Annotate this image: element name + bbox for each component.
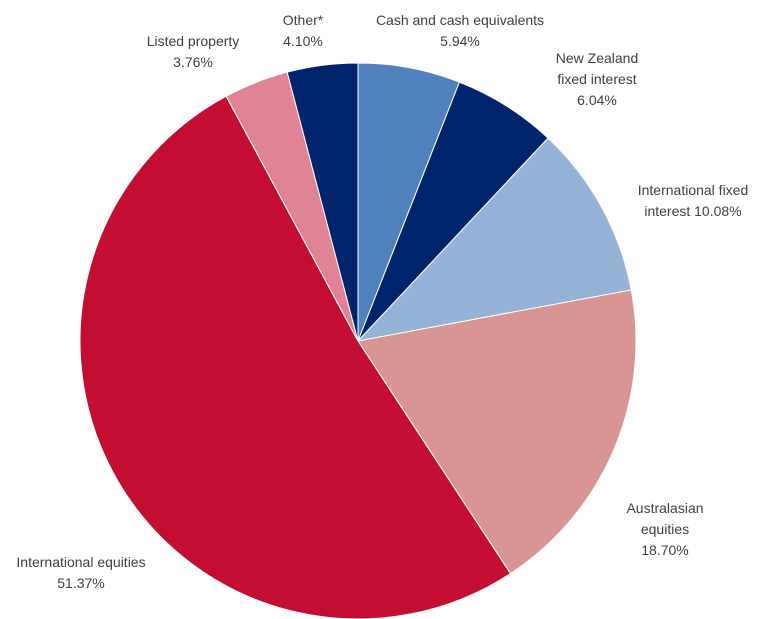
- pie-slice-international-fixed-interest: [357, 137, 632, 342]
- slice-label-line: 51.37%: [57, 575, 104, 591]
- slice-label-line: International fixed: [638, 182, 749, 198]
- slice-label-line: International equities: [16, 554, 145, 570]
- slice-label-international-fixed-interest: International fixed interest 10.08%: [638, 182, 749, 219]
- slice-label-australasian-equities: Australasian equities 18.70%: [626, 500, 703, 558]
- slice-label-line: equities: [641, 521, 689, 537]
- slice-label-line: 18.70%: [641, 542, 688, 558]
- slice-label-line: 5.94%: [440, 33, 480, 49]
- slice-label-line: 3.76%: [173, 54, 213, 70]
- slice-label-listed-property: Listed property 3.76%: [147, 33, 240, 70]
- pie-slice-international-equities: [79, 95, 511, 619]
- slice-label-line: Cash and cash equivalents: [376, 12, 544, 28]
- slice-label-line: New Zealand: [556, 50, 639, 66]
- slice-label-cash-and-cash-equivalents: Cash and cash equivalents 5.94%: [376, 12, 544, 49]
- slice-label-other: Other* 4.10%: [283, 12, 324, 49]
- slice-label-line: Other*: [283, 12, 324, 28]
- slice-label-line: fixed interest: [557, 71, 636, 87]
- pie-slice-other: [286, 62, 359, 342]
- pie-labels: Cash and cash equivalents 5.94% New Zealan…: [16, 12, 748, 591]
- slice-label-new-zealand-fixed-interest: New Zealand fixed interest 6.04%: [556, 50, 639, 108]
- slice-label-line: 4.10%: [283, 33, 323, 49]
- pie-slice-australasian-equities: [357, 289, 637, 574]
- slice-label-line: Australasian: [626, 500, 703, 516]
- slice-label-international-equities: International equities 51.37%: [16, 554, 145, 591]
- pie-slices: [79, 62, 637, 619]
- slice-label-line: interest 10.08%: [644, 203, 741, 219]
- slice-label-line: 6.04%: [577, 92, 617, 108]
- slice-label-line: Listed property: [147, 33, 240, 49]
